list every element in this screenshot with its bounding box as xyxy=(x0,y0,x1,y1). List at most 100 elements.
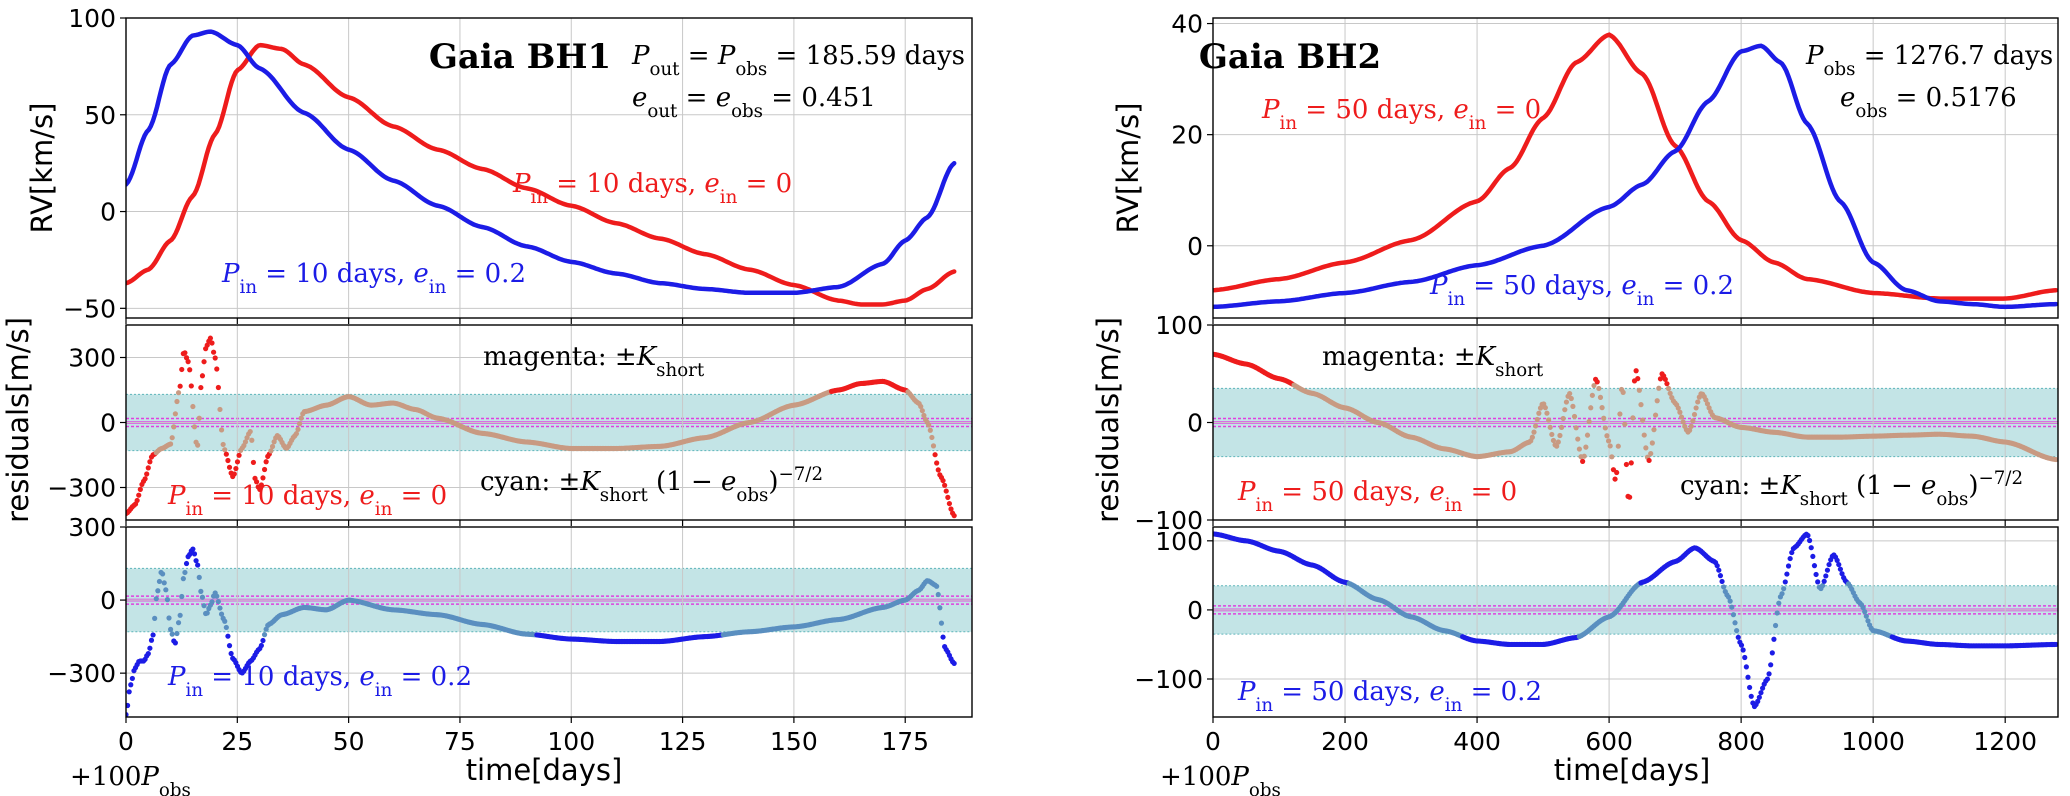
residual-point xyxy=(218,611,225,617)
residual-point xyxy=(1680,419,1686,425)
residual-point xyxy=(1805,532,1811,539)
residual-point xyxy=(220,441,226,448)
residual-point xyxy=(195,562,201,568)
residual-point xyxy=(297,421,303,427)
offset-label-left: +100Pobs xyxy=(70,762,191,796)
x-tick-label: 1000 xyxy=(1841,727,1905,756)
residual-point xyxy=(1769,650,1775,656)
residual-point xyxy=(212,355,218,361)
residual-point xyxy=(215,384,221,391)
residual-point xyxy=(1764,676,1771,682)
residual-point xyxy=(226,464,233,470)
residual-point xyxy=(1635,376,1641,382)
residual-point xyxy=(217,406,223,413)
residual-point xyxy=(249,437,255,443)
residual-point xyxy=(1583,444,1589,450)
residual-point xyxy=(1580,458,1586,464)
label-bh1-res-blue: Pin = 10 days, ein = 0.2 xyxy=(167,662,472,701)
residual-point xyxy=(236,452,242,458)
residual-point xyxy=(134,497,140,504)
y-tick-label: −50 xyxy=(63,294,116,323)
annotation-eobs: eobs = 0.5176 xyxy=(1840,83,2017,122)
x-tick-label: 150 xyxy=(770,727,818,756)
residual-point xyxy=(1627,494,1633,500)
residual-point xyxy=(260,637,266,644)
residual-point xyxy=(1628,460,1634,466)
annotation-pout: Pout = Pobs = 185.59 days xyxy=(631,41,965,80)
residual-point xyxy=(147,459,153,465)
residual-point xyxy=(929,434,935,441)
residual-point xyxy=(1776,600,1782,606)
residual-point xyxy=(250,459,257,466)
residual-point xyxy=(1721,584,1727,590)
y-tick-label: 40 xyxy=(1171,10,1203,39)
residual-point xyxy=(1716,567,1722,573)
x-tick-label: 25 xyxy=(221,727,253,756)
residual-point xyxy=(209,340,215,346)
residual-point xyxy=(1693,405,1699,411)
y-tick-label: 300 xyxy=(68,513,116,542)
x-tick-label: 800 xyxy=(1717,727,1765,756)
residual-point xyxy=(1836,561,1842,568)
residual-point xyxy=(293,431,300,437)
residual-point xyxy=(1678,414,1685,420)
residual-point xyxy=(174,398,180,405)
x-tick-label: 200 xyxy=(1321,727,1369,756)
residual-point xyxy=(268,448,274,454)
y-tick-label: 0 xyxy=(1187,596,1203,625)
residual-point xyxy=(1810,553,1816,560)
y-tick-label: 0 xyxy=(100,409,116,438)
residual-point xyxy=(1573,425,1579,431)
residual-point xyxy=(1654,398,1660,404)
residual-point xyxy=(926,422,932,428)
residual-point xyxy=(150,632,156,638)
residual-point xyxy=(1755,698,1761,704)
residual-point xyxy=(2053,641,2058,648)
residual-point xyxy=(145,651,151,657)
residual-point xyxy=(199,373,206,379)
residual-point xyxy=(1529,434,1535,440)
residual-point xyxy=(927,427,933,433)
residual-point xyxy=(930,443,937,449)
y-tick-label: 0 xyxy=(100,198,116,227)
residual-point xyxy=(1651,427,1657,433)
residual-point xyxy=(1575,436,1581,442)
residual-point xyxy=(155,588,161,594)
title-gaia-bh2: Gaia BH2 xyxy=(1199,37,1381,77)
residual-point xyxy=(1743,664,1749,670)
residual-point xyxy=(1821,578,1827,584)
y-tick-label: −100 xyxy=(1134,665,1203,694)
residual-point xyxy=(1555,439,1561,445)
residual-point xyxy=(1687,427,1693,433)
residual-point xyxy=(175,620,182,626)
residual-point xyxy=(1781,586,1787,592)
residual-point xyxy=(196,415,202,421)
residual-point xyxy=(1531,429,1537,435)
residual-point xyxy=(177,383,183,389)
residual-point xyxy=(1734,627,1740,634)
residual-point xyxy=(1596,385,1602,392)
residual-point xyxy=(935,467,941,473)
residual-point xyxy=(177,612,183,618)
y-tick-label: 50 xyxy=(84,101,116,130)
residual-point xyxy=(1599,405,1605,411)
residual-point xyxy=(129,675,135,682)
residual-point xyxy=(1622,421,1628,427)
residual-point xyxy=(934,460,940,466)
residual-point xyxy=(1815,579,1821,585)
residual-point xyxy=(1732,620,1738,626)
residual-point xyxy=(1620,389,1626,395)
axes-frame xyxy=(125,17,973,319)
residual-point xyxy=(1615,443,1621,449)
residual-point xyxy=(1581,453,1587,459)
residual-point xyxy=(932,452,938,458)
residual-point xyxy=(171,424,177,430)
panel-left-top: −50 0 50 100 xyxy=(63,4,973,324)
residual-point xyxy=(152,615,158,621)
residual-point xyxy=(1664,381,1670,387)
residual-point xyxy=(201,603,207,609)
residual-point xyxy=(183,560,190,567)
label-bh1-top-red: Pin = 10 days, ein = 0 xyxy=(512,169,792,208)
residual-point xyxy=(253,479,260,485)
axes-frame xyxy=(125,324,973,521)
